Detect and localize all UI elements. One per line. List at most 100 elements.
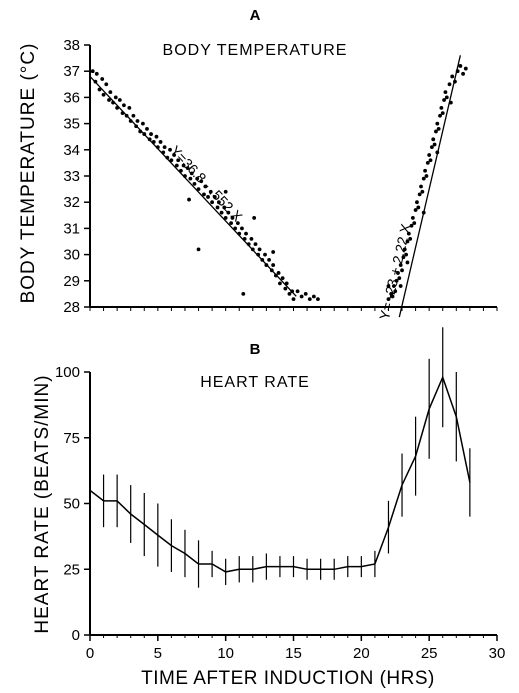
temperature-point bbox=[408, 236, 413, 241]
panel-a-y-tick-label: 36 bbox=[63, 89, 80, 106]
temperature-point bbox=[162, 145, 167, 150]
temperature-point bbox=[431, 137, 436, 142]
temperature-point bbox=[196, 247, 201, 252]
temperature-point bbox=[108, 90, 113, 95]
temperature-point bbox=[100, 77, 105, 81]
panel-a-y-axis-label: BODY TEMPERATURE (°C) bbox=[18, 43, 39, 304]
temperature-point bbox=[396, 271, 400, 275]
temperature-point bbox=[442, 98, 446, 102]
temperature-point bbox=[394, 278, 399, 283]
temperature-point bbox=[438, 113, 442, 118]
temperature-point bbox=[450, 74, 455, 79]
temperature-point bbox=[386, 297, 391, 302]
temperature-point bbox=[117, 98, 122, 102]
panel-a-y-tick-label: 37 bbox=[63, 63, 80, 80]
temperature-point bbox=[107, 98, 111, 102]
temperature-point bbox=[271, 263, 276, 267]
temperature-point bbox=[400, 268, 404, 273]
temperature-point bbox=[423, 168, 427, 173]
temperature-point bbox=[90, 69, 95, 74]
panel-a: A BODY TEMPERATURE BODY TEMPERATURE (°C)… bbox=[18, 7, 498, 321]
temperature-point bbox=[443, 90, 448, 95]
temperature-point bbox=[435, 121, 440, 126]
panel-b-y-tick-label: 25 bbox=[63, 561, 80, 578]
temperature-point bbox=[101, 92, 106, 97]
panel-b-y-tick-label: 75 bbox=[63, 430, 80, 447]
temperature-point bbox=[135, 119, 140, 123]
temperature-point bbox=[127, 105, 132, 110]
temperature-point bbox=[188, 176, 193, 181]
temperature-point bbox=[458, 64, 463, 68]
temperature-point bbox=[113, 95, 118, 100]
temperature-point bbox=[230, 216, 235, 220]
temperature-point bbox=[145, 126, 149, 131]
temperature-point bbox=[215, 205, 220, 210]
temperature-point bbox=[420, 189, 425, 194]
temperature-point bbox=[168, 147, 172, 152]
panel-a-title: BODY TEMPERATURE bbox=[163, 42, 348, 59]
temperature-point bbox=[249, 236, 254, 241]
temperature-point bbox=[409, 223, 414, 228]
temperature-point bbox=[434, 129, 438, 134]
x-axis-label: TIME AFTER INDUCTION (HRS) bbox=[141, 668, 435, 689]
panel-b-axes bbox=[89, 372, 497, 636]
panel-b-x-tick-label: 5 bbox=[154, 645, 162, 662]
fit-line-rewarming bbox=[398, 55, 462, 318]
temperature-point bbox=[176, 158, 181, 163]
temperature-point bbox=[398, 284, 403, 288]
temperature-point bbox=[295, 289, 300, 294]
temperature-point bbox=[393, 289, 398, 294]
temperature-point bbox=[223, 189, 228, 194]
temperature-point bbox=[391, 284, 396, 288]
panel-b-error-bars bbox=[89, 327, 471, 588]
temperature-point bbox=[428, 158, 433, 163]
panel-b-y-axis-label: HEART RATE (BEATS/MIN) bbox=[32, 374, 53, 633]
temperature-point bbox=[195, 176, 200, 181]
panel-a-y-tick-label: 31 bbox=[63, 220, 80, 237]
temperature-point bbox=[222, 205, 227, 210]
panel-a-points bbox=[90, 64, 468, 302]
temperature-point bbox=[412, 221, 417, 226]
temperature-point bbox=[185, 166, 190, 171]
temperature-point bbox=[316, 297, 320, 302]
temperature-point bbox=[149, 132, 153, 136]
temperature-point bbox=[187, 197, 191, 202]
temperature-point bbox=[226, 210, 231, 215]
temperature-point bbox=[287, 292, 292, 296]
temperature-point bbox=[386, 284, 391, 288]
temperature-point bbox=[158, 140, 163, 144]
temperature-point bbox=[235, 221, 240, 226]
temperature-point bbox=[410, 216, 415, 220]
temperature-point bbox=[440, 111, 445, 116]
panel-a-y-tick-label: 38 bbox=[63, 37, 80, 54]
temperature-point bbox=[461, 71, 465, 76]
temperature-point bbox=[97, 87, 102, 92]
temperature-point bbox=[169, 158, 174, 163]
temperature-point bbox=[291, 297, 296, 302]
temperature-point bbox=[424, 174, 429, 178]
temperature-point bbox=[203, 184, 208, 189]
temperature-point bbox=[425, 161, 430, 165]
panel-a-ticks: 28 29 30 31 32 33 34 35 36 37 38 bbox=[63, 37, 498, 316]
temperature-point bbox=[402, 247, 407, 252]
temperature-point bbox=[212, 195, 217, 199]
temperature-point bbox=[299, 294, 304, 299]
temperature-point bbox=[244, 231, 248, 236]
temperature-point bbox=[208, 189, 213, 194]
temperature-point bbox=[199, 179, 204, 184]
regression-equation-cooling: Y=36.8 - .552 X bbox=[167, 142, 246, 225]
temperature-point bbox=[406, 231, 411, 236]
temperature-point bbox=[401, 255, 406, 260]
panel-b-x-tick-label: 25 bbox=[421, 645, 438, 662]
temperature-point bbox=[271, 250, 276, 254]
panel-b-series-line bbox=[89, 375, 471, 573]
fit-line-cooling bbox=[89, 75, 297, 297]
temperature-point bbox=[404, 252, 409, 257]
temperature-point bbox=[174, 163, 179, 168]
temperature-point bbox=[415, 200, 419, 205]
temperature-point bbox=[398, 263, 403, 267]
temperature-point bbox=[172, 153, 177, 157]
panel-a-y-tick-label: 28 bbox=[63, 299, 80, 316]
temperature-point bbox=[206, 195, 210, 199]
temperature-point bbox=[283, 286, 288, 291]
